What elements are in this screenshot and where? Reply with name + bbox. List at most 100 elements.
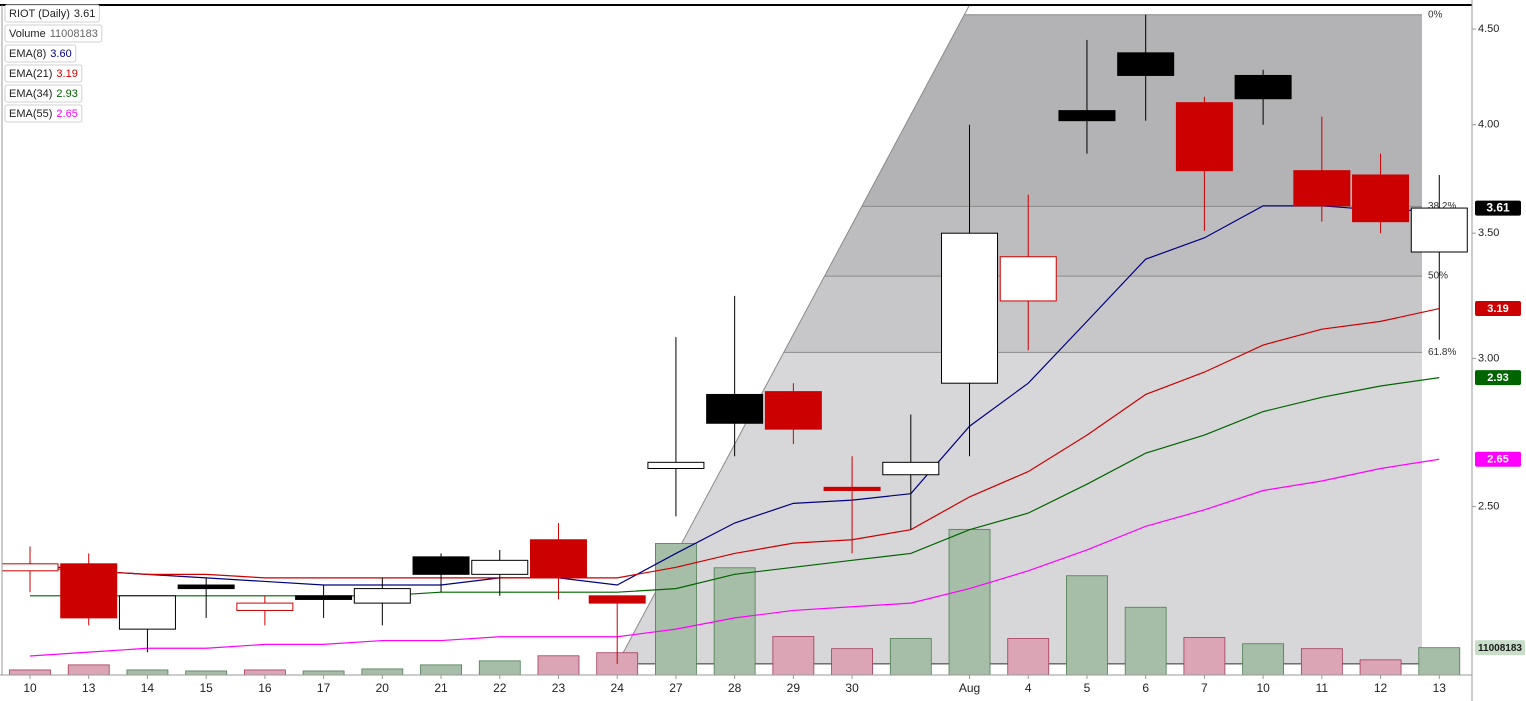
volume-bar xyxy=(67,664,110,676)
legend-box xyxy=(4,104,83,123)
volume-bar xyxy=(772,636,815,676)
candle-body xyxy=(1,563,59,572)
x-tick-label: 30 xyxy=(845,681,859,695)
candle-body xyxy=(588,595,646,604)
fib-band xyxy=(824,206,1422,277)
x-tick-label: 29 xyxy=(787,681,801,695)
volume-bar xyxy=(420,664,462,676)
candle-body xyxy=(1352,174,1410,223)
ema-line xyxy=(29,458,1440,657)
y-tick-label: 2.50 xyxy=(1478,500,1499,512)
x-tick-label: 24 xyxy=(611,681,625,695)
fib-level-label: 50% xyxy=(1428,271,1448,282)
x-tick-label: 20 xyxy=(376,681,390,695)
price-badge xyxy=(1475,640,1525,656)
candle-body xyxy=(823,486,881,492)
price-badge-label: 11008183 xyxy=(1478,643,1522,654)
candle-body xyxy=(1175,102,1233,172)
candle-layer xyxy=(1,14,1468,664)
x-tick-label: 21 xyxy=(434,681,448,695)
legend-text: 3.19 xyxy=(56,68,77,80)
x-tick-label: 6 xyxy=(1142,681,1149,695)
legend-text: EMA(8) xyxy=(9,48,46,60)
x-tick-label: 4 xyxy=(1025,681,1032,695)
volume-bar xyxy=(1183,637,1226,676)
candle-body xyxy=(412,556,470,575)
candle-body xyxy=(236,602,294,611)
y-tick-label: 4.00 xyxy=(1478,119,1499,131)
candle-body xyxy=(353,588,411,604)
x-tick-label: 17 xyxy=(317,681,331,695)
fib-band xyxy=(861,14,1422,207)
volume-bar xyxy=(361,668,404,676)
price-badge xyxy=(1475,301,1521,317)
volume-bar xyxy=(1066,575,1108,676)
volume-bar xyxy=(537,655,580,676)
x-tick-label: 15 xyxy=(199,681,213,695)
volume-bar xyxy=(713,567,756,676)
legend-text: EMA(21) xyxy=(9,68,52,80)
x-tick-label: 23 xyxy=(552,681,566,695)
candle-body xyxy=(295,595,353,600)
volume-bar xyxy=(243,669,286,676)
legend-text: 2.93 xyxy=(56,88,77,100)
y-tick-label: 3.50 xyxy=(1478,227,1499,239)
legend-text: 11008183 xyxy=(50,28,98,40)
candle-body xyxy=(177,584,235,590)
volume-bar xyxy=(9,669,51,676)
candle-body xyxy=(1058,110,1116,122)
legend-text: 3.61 xyxy=(74,8,95,20)
x-tick-label: 28 xyxy=(728,681,742,695)
candle-body xyxy=(471,559,529,575)
candle-body xyxy=(1410,207,1468,253)
price-badge-label: 2.65 xyxy=(1487,454,1508,466)
candle-body xyxy=(1293,170,1351,207)
volume-bar xyxy=(1418,647,1461,676)
volume-bar xyxy=(1124,606,1167,676)
candle-body xyxy=(999,256,1057,302)
x-tick-label: 27 xyxy=(669,681,683,695)
x-tick-label: Aug xyxy=(959,681,980,695)
legend-text: Volume xyxy=(9,28,46,40)
x-tick-label: 14 xyxy=(141,681,155,695)
legend-text: EMA(55) xyxy=(9,108,52,120)
x-tick-label: 5 xyxy=(1084,681,1091,695)
price-badge-label: 3.61 xyxy=(1486,201,1510,215)
x-tick-label: 7 xyxy=(1201,681,1208,695)
legend-text: 2.65 xyxy=(56,108,77,120)
x-tick-label: 11 xyxy=(1316,681,1329,695)
x-tick-label: 12 xyxy=(1374,681,1388,695)
candle-body xyxy=(882,461,940,476)
fib-level-label: 38.2% xyxy=(1428,201,1456,212)
fibonacci-layer: 0%38.2%50%61.8%100% xyxy=(616,4,1456,670)
y-tick-label: 3.00 xyxy=(1478,352,1499,364)
candle-body xyxy=(1117,52,1175,76)
candle-body xyxy=(647,461,705,470)
ema-line xyxy=(29,307,1440,579)
legend-box xyxy=(4,84,83,103)
candle-body xyxy=(118,595,176,630)
x-tick-label: 13 xyxy=(1433,681,1447,695)
x-tick-label: 13 xyxy=(82,681,96,695)
candle-body xyxy=(529,539,587,579)
volume-bar xyxy=(1359,659,1402,676)
candle-body xyxy=(764,391,822,430)
fib-band xyxy=(783,276,1422,353)
volume-bar xyxy=(948,528,991,676)
axis-layer: 10 13 14 15 16 17 20 21 22 23 24 27 28 29 30 Aug 4 5 6 7 10 1… xyxy=(23,23,1525,695)
volume-bar xyxy=(478,660,521,676)
legend-box xyxy=(4,24,103,43)
candle-body xyxy=(1234,74,1292,100)
price-badge-label: 3.19 xyxy=(1487,303,1508,315)
volume-bar xyxy=(185,670,228,676)
x-tick-label: 10 xyxy=(23,681,37,695)
candle-body xyxy=(706,393,764,424)
volume-bar xyxy=(126,669,169,676)
price-badge xyxy=(1475,370,1521,386)
legend-text: RIOT (Daily) xyxy=(9,8,70,20)
candle-body xyxy=(60,563,118,619)
volume-bar xyxy=(889,638,932,676)
fib-band xyxy=(617,352,1422,664)
